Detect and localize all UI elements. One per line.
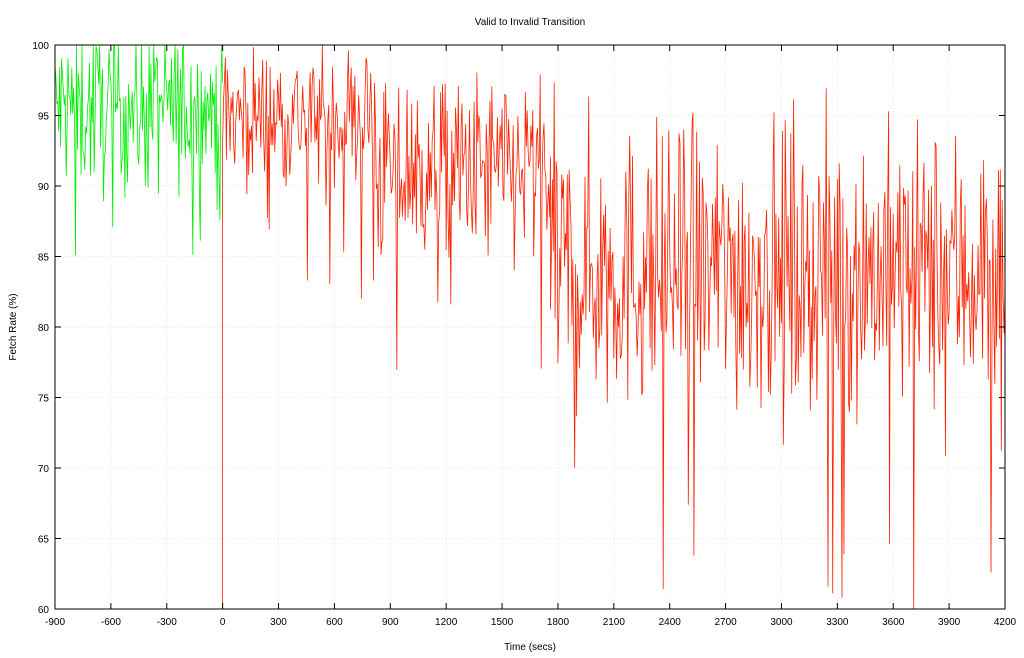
x-tick-label: 1800 <box>547 617 570 628</box>
x-tick-label: 3900 <box>938 617 961 628</box>
x-tick-label: 4200 <box>994 617 1017 628</box>
y-tick-label: 95 <box>38 112 50 123</box>
y-tick-label: 85 <box>38 253 50 264</box>
x-tick-label: 2100 <box>603 617 626 628</box>
chart-title: Valid to Invalid Transition <box>475 17 585 28</box>
x-tick-label: 1500 <box>491 617 514 628</box>
x-tick-label: 2700 <box>714 617 737 628</box>
x-axis-tick-labels: -900 -600 -300 0 300 600 900 1200 1500 1800 2100 24… <box>45 617 1017 628</box>
x-tick-label: -900 <box>45 617 65 628</box>
x-tick-label: 3300 <box>826 617 849 628</box>
y-tick-label: 90 <box>38 182 50 193</box>
y-axis-label: Fetch Rate (%) <box>8 293 19 360</box>
y-tick-label: 70 <box>38 464 50 475</box>
x-tick-label: 1200 <box>435 617 458 628</box>
x-tick-label: -600 <box>101 617 121 628</box>
x-tick-label: 900 <box>382 617 399 628</box>
y-tick-label: 80 <box>38 323 50 334</box>
x-tick-label: 0 <box>220 617 226 628</box>
x-tick-label: 2400 <box>659 617 682 628</box>
y-tick-label: 60 <box>38 605 50 616</box>
y-tick-label: 75 <box>38 394 50 405</box>
series-line-0 <box>55 45 223 256</box>
x-tick-label: 3000 <box>770 617 793 628</box>
series-line-1 <box>222 45 1005 609</box>
x-tick-label: -300 <box>157 617 177 628</box>
series-layer <box>55 45 1005 609</box>
axis-ticks <box>54 44 1006 610</box>
x-tick-label: 3600 <box>882 617 905 628</box>
x-tick-label: 600 <box>326 617 343 628</box>
y-axis-tick-labels: 60 65 70 75 80 85 90 95 100 <box>32 41 49 616</box>
x-tick-label: 300 <box>270 617 287 628</box>
y-tick-label: 100 <box>32 41 49 52</box>
y-tick-label: 65 <box>38 535 50 546</box>
x-axis-label: Time (secs) <box>504 642 556 653</box>
